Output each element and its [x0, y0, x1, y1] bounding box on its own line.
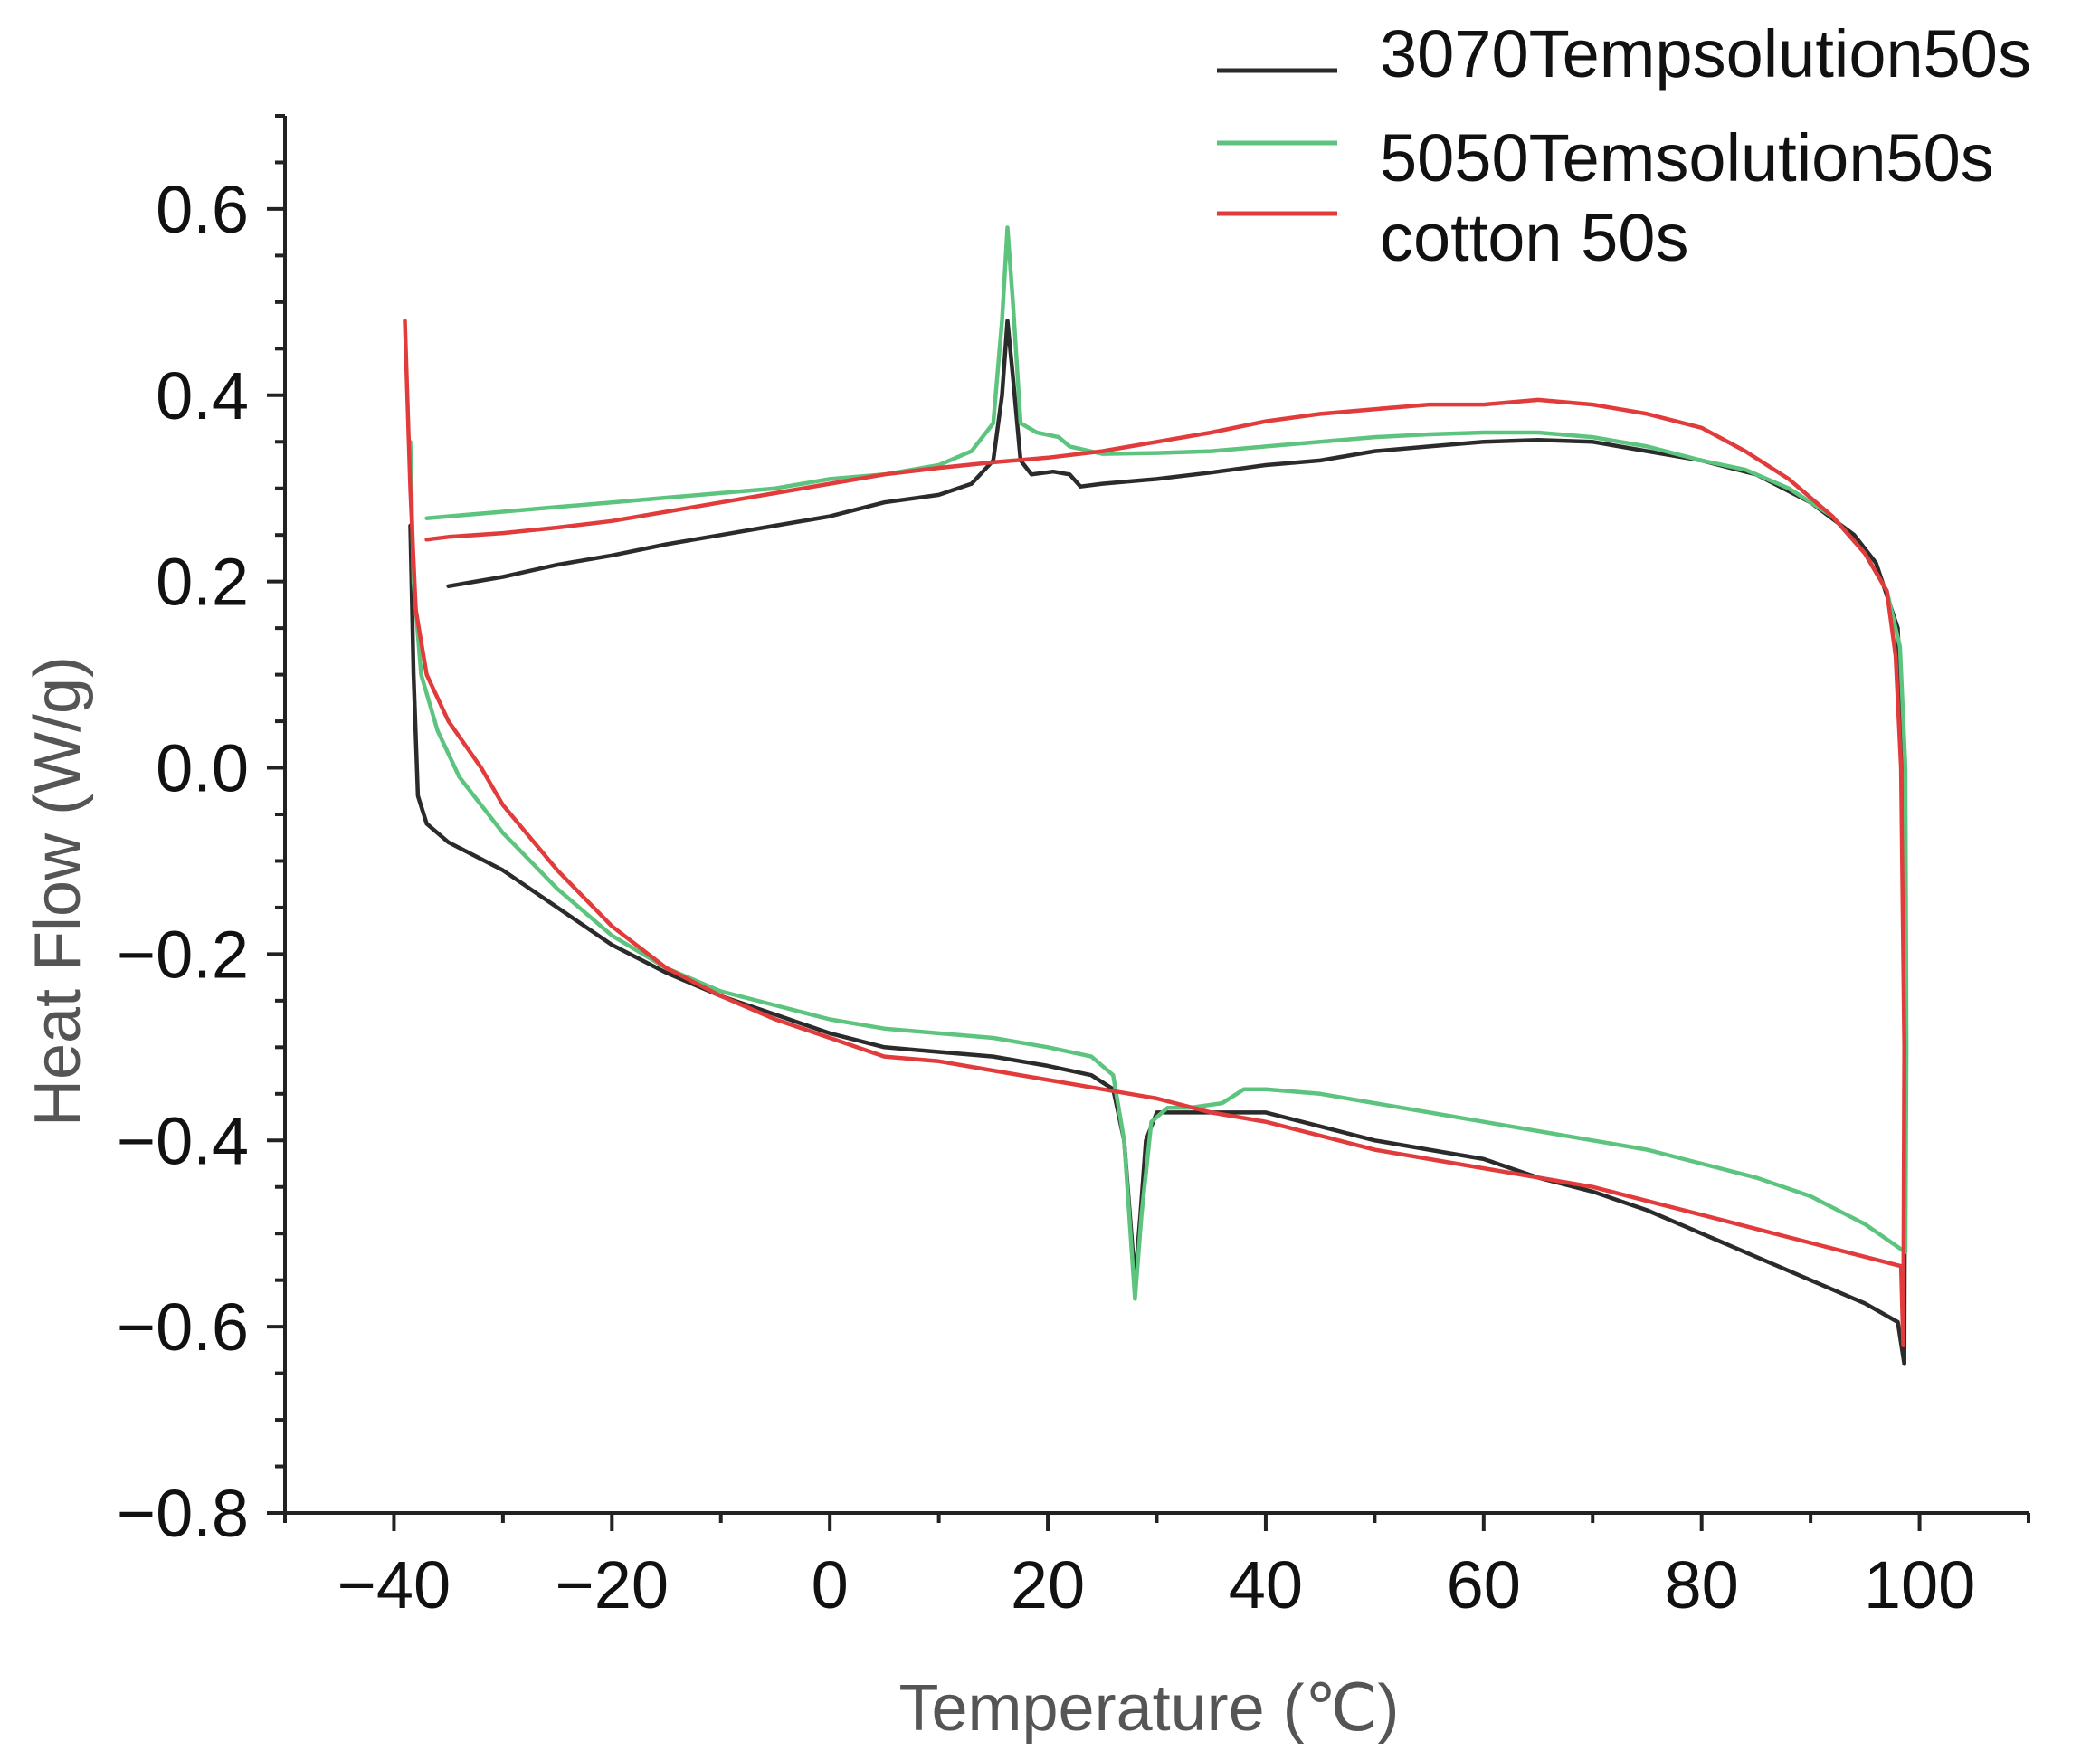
y-tick-label: −0.6	[117, 1289, 249, 1365]
x-tick-label: −20	[556, 1547, 670, 1622]
axes: −40 −20 0 20 40 60 80 100 0.6 0.4 0.2 0.0 −0.2 −0.4 −0…	[117, 114, 2030, 1622]
x-tick-label: 0	[812, 1547, 849, 1622]
legend-label-2: cotton 50s	[1380, 200, 1688, 275]
y-tick-label: 0.6	[156, 172, 249, 247]
x-tick-label: 60	[1447, 1547, 1521, 1622]
y-tick-label: 0.4	[156, 358, 249, 433]
x-tick-label: 40	[1229, 1547, 1303, 1622]
x-tick-label: −40	[337, 1547, 451, 1622]
legend-label-1: 5050Temsolution50s	[1380, 120, 1994, 195]
series-line-2	[403, 319, 1906, 1347]
x-tick-label: 80	[1665, 1547, 1739, 1622]
y-tick-label: 0.2	[156, 545, 249, 620]
y-tick-label: 0.0	[156, 731, 249, 806]
x-tick-label: 20	[1011, 1547, 1085, 1622]
y-tick-label: −0.8	[117, 1476, 249, 1551]
series-line-1	[408, 225, 1909, 1301]
series-line-0	[408, 319, 1908, 1366]
x-axis-title: Temperature (℃)	[898, 1672, 1399, 1745]
x-tick-label: 100	[1864, 1547, 1975, 1622]
legend: 3070Tempsolution50s 5050Temsolution50scot…	[1217, 16, 2031, 275]
y-tick-label: −0.4	[117, 1103, 249, 1178]
y-tick-label: −0.2	[117, 917, 249, 992]
y-axis-title: Heat Flow (W/g)	[22, 656, 94, 1127]
series-layer	[403, 225, 1909, 1366]
legend-label-0: 3070Tempsolution50s	[1380, 16, 2031, 91]
